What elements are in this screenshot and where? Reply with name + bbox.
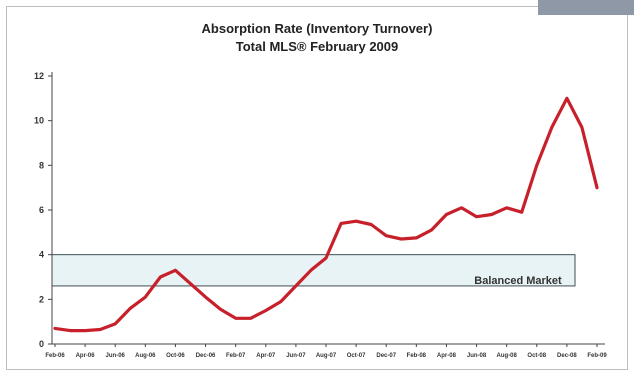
x-tick-label: Dec-06 xyxy=(196,353,216,359)
data-point xyxy=(580,126,584,129)
data-point xyxy=(339,222,343,225)
x-tick-label: Oct-08 xyxy=(527,353,546,359)
data-point xyxy=(520,211,523,214)
data-point xyxy=(159,275,162,279)
data-point xyxy=(68,329,72,332)
data-point xyxy=(98,328,102,331)
x-tick-label: Dec-07 xyxy=(376,353,396,359)
data-point xyxy=(460,206,463,209)
data-point xyxy=(234,317,237,320)
chart-title: Absorption Rate (Inventory Turnover) xyxy=(201,21,433,36)
data-point xyxy=(264,309,267,312)
x-tick-label: Feb-06 xyxy=(45,353,65,359)
x-tick-label: Jun-08 xyxy=(467,353,487,359)
x-tick-label: Oct-07 xyxy=(347,353,366,359)
data-point xyxy=(445,213,448,216)
data-point xyxy=(430,228,433,232)
data-point xyxy=(490,213,493,216)
data-point xyxy=(294,284,298,288)
x-tick-label: Jun-06 xyxy=(106,353,126,359)
data-point xyxy=(475,215,478,218)
x-tick-label: Aug-08 xyxy=(496,353,517,359)
y-tick-label: 4 xyxy=(39,250,44,260)
y-tick-label: 12 xyxy=(34,71,44,81)
data-point xyxy=(309,269,313,272)
data-point xyxy=(400,237,403,241)
data-point xyxy=(565,97,569,100)
y-tick-label: 10 xyxy=(34,116,44,126)
data-point xyxy=(249,317,252,320)
data-point xyxy=(114,322,117,326)
balanced-market-label: Balanced Market xyxy=(474,275,562,287)
x-tick-label: Feb-07 xyxy=(226,353,246,359)
data-point xyxy=(204,295,207,299)
y-tick-label: 2 xyxy=(39,294,44,304)
data-point xyxy=(354,219,358,223)
data-point xyxy=(550,126,554,129)
data-point xyxy=(174,269,177,272)
absorption-rate-line xyxy=(53,96,599,333)
data-point xyxy=(535,164,538,167)
chart-frame xyxy=(6,6,628,370)
x-tick-label: Feb-09 xyxy=(587,353,607,359)
x-tick-label: Feb-08 xyxy=(407,353,427,359)
x-tick-label: Dec-08 xyxy=(557,353,577,359)
y-tick-label: 0 xyxy=(39,339,44,349)
x-tick-label: Apr-08 xyxy=(437,353,457,359)
corner-tab xyxy=(538,0,634,15)
data-point xyxy=(219,308,222,311)
chart-subtitle: Total MLS® February 2009 xyxy=(235,39,399,54)
y-tick-label: 8 xyxy=(39,160,44,170)
x-tick-label: Aug-07 xyxy=(316,353,337,359)
x-tick-label: Apr-07 xyxy=(256,353,276,359)
data-point xyxy=(505,206,508,209)
x-tick-label: Apr-06 xyxy=(76,353,96,359)
data-point xyxy=(129,307,132,310)
data-point xyxy=(53,327,57,330)
data-point xyxy=(279,300,283,303)
x-tick-label: Aug-06 xyxy=(135,353,156,359)
data-point xyxy=(369,223,373,226)
data-point xyxy=(144,295,147,299)
x-tick-label: Oct-06 xyxy=(166,353,185,359)
data-point xyxy=(415,236,418,240)
data-point xyxy=(324,256,328,260)
data-point xyxy=(595,186,599,189)
data-point xyxy=(83,329,87,332)
y-tick-label: 6 xyxy=(39,205,44,215)
data-point xyxy=(385,234,388,237)
data-point xyxy=(189,282,192,285)
x-tick-label: Jun-07 xyxy=(286,353,306,359)
